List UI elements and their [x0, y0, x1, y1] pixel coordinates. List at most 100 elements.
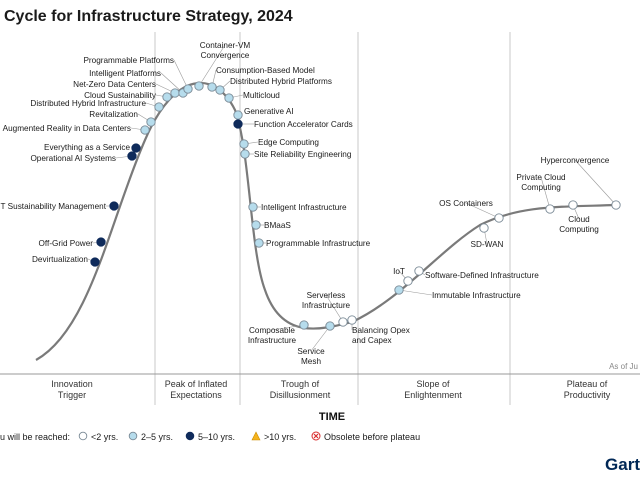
point-label-generative-ai: Generative AI: [244, 107, 294, 116]
point-label-private-cloud-computing: Private Cloud Computing: [516, 173, 566, 192]
point-label-immutable-infrastructure: Immutable Infrastructure: [432, 291, 521, 300]
point-cloud-computing[interactable]: [568, 200, 578, 210]
legend-label-0: <2 yrs.: [91, 432, 118, 442]
point-label-consumption-based-model: Consumption-Based Model: [216, 66, 315, 75]
point-balancing-opex-and-capex[interactable]: [347, 315, 357, 325]
point-devirtualization[interactable]: [90, 257, 100, 267]
point-iot[interactable]: [403, 276, 413, 286]
point-everything-as-a-service[interactable]: [131, 143, 141, 153]
point-consumption-based-model[interactable]: [207, 82, 217, 92]
phase-label-innovation-trigger: Innovation Trigger: [51, 379, 93, 400]
phase-label-plateau-of-productivity: Plateau of Productivity: [564, 379, 611, 400]
point-label-serverless-infrastructure: Serverless Infrastructure: [302, 291, 351, 310]
point-label-revitalization: Revitalization: [89, 110, 138, 119]
chart-title: Cycle for Infrastructure Strategy, 2024: [4, 8, 293, 25]
point-label-augmented-reality-in-data-centers: Augmented Reality in Data Centers: [3, 124, 131, 133]
leader-private-cloud-computing: [540, 176, 551, 210]
point-augmented-reality-in-data-centers[interactable]: [140, 125, 150, 135]
point-label-edge-computing: Edge Computing: [258, 138, 319, 147]
point-label-composable-infrastructure: Composable Infrastructure: [248, 326, 297, 345]
legend-marker-0: [78, 431, 88, 441]
legend-label-1: 2–5 yrs.: [141, 432, 173, 442]
point-label-os-containers: OS Containers: [439, 199, 493, 208]
point-net-zero-data-centers[interactable]: [170, 88, 180, 98]
point-label-off-grid-power: Off-Grid Power: [39, 239, 94, 248]
point-edge-computing[interactable]: [239, 139, 249, 149]
point-label-bmaas: BMaaS: [264, 221, 291, 230]
point-os-containers[interactable]: [494, 213, 504, 223]
point-label-cloud-computing: Cloud Computing: [559, 215, 599, 234]
leader-service-mesh: [310, 325, 331, 352]
legend-marker-1: [128, 431, 138, 441]
leader-composable-infrastructure: [271, 324, 305, 331]
hype-curve: [35, 82, 617, 361]
point-off-grid-power[interactable]: [96, 237, 106, 247]
point-revitalization[interactable]: [146, 117, 156, 127]
leader-serverless-infrastructure: [325, 294, 344, 323]
technology-points: Devirtualization Off-Grid Power IT Sustain…: [0, 41, 621, 366]
point-programmable-infrastructure[interactable]: [254, 238, 264, 248]
point-hyperconvergence[interactable]: [611, 200, 621, 210]
x-axis-label: TIME: [319, 411, 345, 423]
point-intelligent-infrastructure[interactable]: [248, 202, 258, 212]
phase-dividers: [154, 32, 511, 405]
leader-immutable-infrastructure: [398, 289, 433, 296]
brand-logo: Gart: [605, 455, 640, 474]
point-label-programmable-infrastructure: Programmable Infrastructure: [266, 239, 371, 248]
point-label-service-mesh: Service Mesh: [297, 347, 325, 366]
leader-programmable-platforms: [173, 59, 189, 90]
leader-os-containers: [465, 202, 500, 219]
point-multicloud[interactable]: [224, 93, 234, 103]
point-private-cloud-computing[interactable]: [545, 204, 555, 214]
point-serverless-infrastructure[interactable]: [338, 317, 348, 327]
point-label-cloud-sustainability: Cloud Sustainability: [84, 91, 157, 100]
legend-marker-gt10: [251, 431, 261, 441]
point-function-accelerator-cards[interactable]: [233, 119, 243, 129]
point-service-mesh[interactable]: [325, 321, 335, 331]
point-label-hyperconvergence: Hyperconvergence: [541, 156, 610, 165]
point-site-reliability-engineering[interactable]: [240, 149, 250, 159]
legend-label-3: >10 yrs.: [264, 432, 296, 442]
point-container-vm-convergence[interactable]: [194, 81, 204, 91]
point-label-site-reliability-engineering: Site Reliability Engineering: [254, 150, 352, 159]
point-label-it-sustainability-management: IT Sustainability Management: [0, 202, 107, 211]
point-programmable-platforms[interactable]: [183, 84, 193, 94]
phase-label-peak-of-inflated-expectations: Peak of Inflated Expectations: [165, 379, 228, 400]
legend-marker-2: [185, 431, 195, 441]
legend: u will be reached: <2 yrs. 2–5 yrs. 5–10 yr…: [0, 431, 420, 442]
point-label-container-vm-convergence: Container-VM Convergence: [200, 41, 251, 60]
point-software-defined-infrastructure[interactable]: [414, 266, 424, 276]
point-label-sd-wan: SD-WAN: [471, 240, 504, 249]
point-label-function-accelerator-cards: Function Accelerator Cards: [254, 120, 353, 129]
legend-prefix: u will be reached:: [0, 432, 70, 442]
point-label-iot: IoT: [393, 267, 405, 276]
point-label-distributed-hybrid-infrastructure: Distributed Hybrid Infrastructure: [30, 99, 146, 108]
point-composable-infrastructure[interactable]: [299, 320, 309, 330]
point-label-everything-as-a-service: Everything as a Service: [44, 143, 130, 152]
point-bmaas[interactable]: [251, 220, 261, 230]
legend-label-2: 5–10 yrs.: [198, 432, 235, 442]
point-label-programmable-platforms: Programmable Platforms: [83, 56, 174, 65]
point-distributed-hybrid-platforms[interactable]: [215, 85, 225, 95]
point-label-multicloud: Multicloud: [243, 91, 280, 100]
point-label-distributed-hybrid-platforms: Distributed Hybrid Platforms: [230, 77, 332, 86]
point-sd-wan[interactable]: [479, 223, 489, 233]
point-label-net-zero-data-centers: Net-Zero Data Centers: [73, 80, 156, 89]
point-cloud-sustainability[interactable]: [162, 92, 172, 102]
point-it-sustainability-management[interactable]: [109, 201, 119, 211]
point-label-intelligent-platforms: Intelligent Platforms: [89, 69, 161, 78]
point-distributed-hybrid-infrastructure[interactable]: [154, 102, 164, 112]
point-label-devirtualization: Devirtualization: [32, 255, 88, 264]
point-operational-ai-systems[interactable]: [127, 151, 137, 161]
point-immutable-infrastructure[interactable]: [394, 285, 404, 295]
phase-label-trough-of-disillusionment: Trough of Disillusionment: [270, 379, 331, 400]
legend-label-4: Obsolete before plateau: [324, 432, 420, 442]
legend-marker-obsolete-x: [313, 433, 319, 439]
phase-label-slope-of-enlightenment: Slope of Enlightenment: [404, 379, 462, 400]
point-generative-ai[interactable]: [233, 110, 243, 120]
leader-container-vm-convergence: [198, 44, 226, 87]
point-label-software-defined-infrastructure: Software-Defined Infrastructure: [425, 271, 539, 280]
point-label-intelligent-infrastructure: Intelligent Infrastructure: [261, 203, 347, 212]
as-of-label: As of Ju: [609, 362, 638, 371]
